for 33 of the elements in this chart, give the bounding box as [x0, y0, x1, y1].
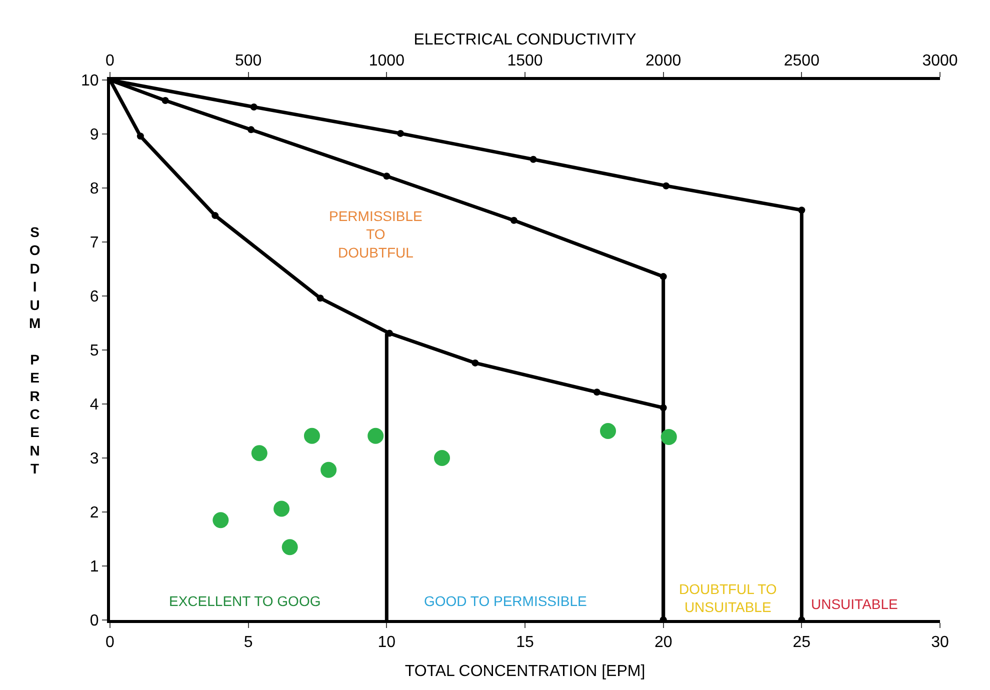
y-tick-label: 3 — [90, 450, 99, 468]
x2-tick-label: 3000 — [922, 52, 958, 70]
x2-tick-label: 2500 — [784, 52, 820, 70]
y-tick-label: 6 — [90, 288, 99, 306]
x-axis-title: TOTAL CONCENTRATION [EPM] — [404, 662, 646, 680]
x2-tick-label: 1500 — [507, 52, 543, 70]
x-tick-label: 20 — [654, 634, 672, 652]
annotation: PERMISSIBLE TO DOUBTFUL — [329, 208, 422, 260]
annotation: DOUBTFUL TO UNSUITABLE — [679, 581, 777, 616]
x-tick-label: 25 — [792, 634, 811, 652]
x2-tick-label: 500 — [234, 52, 262, 70]
x2-tick-label: 2000 — [646, 52, 682, 70]
y-tick-label: 1 — [90, 558, 99, 576]
y-tick-label: 9 — [90, 126, 99, 144]
x-tick-label: 15 — [516, 634, 534, 652]
annotation: UNSUITABLE — [811, 596, 898, 612]
annotation: EXCELLENT TO GOOG — [169, 593, 321, 609]
x-tick-label: 30 — [931, 634, 949, 652]
annotation: GOOD TO PERMISSIBLE — [424, 593, 587, 609]
text: SODIUM PERCENT — [29, 224, 41, 477]
y-tick-label: 2 — [90, 504, 99, 522]
x-tick-label: 5 — [244, 634, 253, 652]
y-tick-label: 0 — [90, 612, 99, 630]
y-tick-label: 8 — [90, 180, 99, 198]
y-tick-label: 5 — [90, 342, 99, 360]
y-tick-label: 10 — [81, 72, 99, 90]
x-tick-label: 10 — [378, 634, 396, 652]
x2-tick-label: 1000 — [368, 52, 405, 70]
x-tick-label: 0 — [106, 634, 115, 652]
y-tick-label: 7 — [90, 234, 99, 252]
y-tick-label: 4 — [90, 396, 99, 414]
x2-tick-label: 0 — [106, 52, 115, 70]
x2-axis-title: ELECTRICAL CONDUCTIVITY — [414, 32, 637, 48]
